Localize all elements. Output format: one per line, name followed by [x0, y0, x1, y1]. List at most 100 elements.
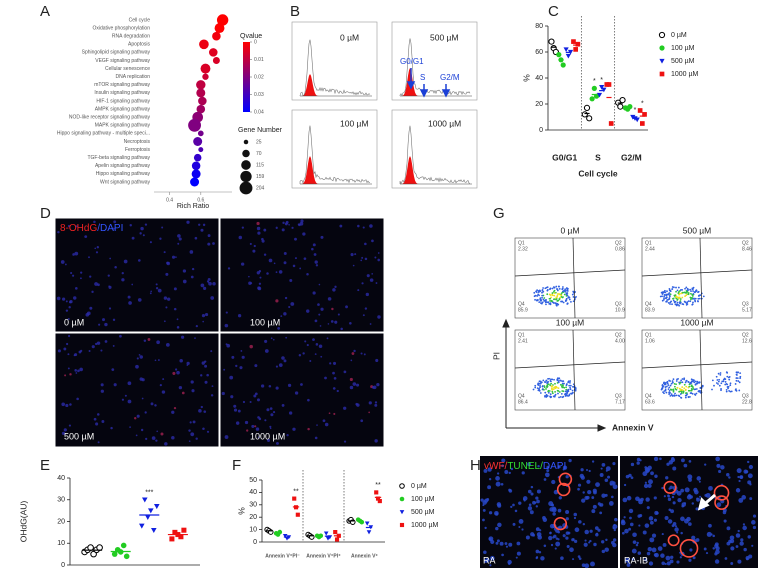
- event: [724, 381, 727, 383]
- nucleus: [319, 325, 322, 327]
- nucleus: [154, 404, 157, 407]
- event: [554, 387, 557, 390]
- nucleus: [281, 228, 285, 232]
- data-point: [639, 121, 645, 126]
- nucleus: [630, 476, 634, 480]
- event: [569, 388, 572, 391]
- event: [552, 290, 555, 293]
- nucleus: [266, 438, 271, 442]
- size-key: [239, 181, 253, 195]
- nucleus: [268, 384, 272, 388]
- nucleus: [258, 282, 262, 285]
- nucleus: [745, 470, 749, 474]
- nucleus: [684, 487, 690, 493]
- nucleus: [283, 312, 287, 316]
- nucleus: [121, 398, 125, 401]
- nucleus: [581, 498, 586, 503]
- event: [687, 386, 690, 389]
- gate: [699, 237, 703, 319]
- event: [557, 381, 560, 384]
- nucleus: [557, 530, 561, 534]
- event: [571, 293, 574, 296]
- nucleus: [371, 273, 374, 275]
- panel-label: E: [40, 457, 50, 474]
- y-tick-label: 30: [249, 502, 257, 509]
- nucleus: [93, 417, 97, 421]
- nucleus: [318, 283, 321, 286]
- pathway-label: Apoptosis: [128, 42, 150, 48]
- nucleus: [375, 282, 378, 284]
- event: [668, 297, 671, 299]
- event: [674, 303, 677, 306]
- event: [666, 381, 669, 383]
- nucleus: [68, 424, 71, 427]
- event: [694, 380, 697, 383]
- phase-label: S: [420, 73, 425, 82]
- stain-label: vWF/TUNEL/DAPI: [484, 461, 566, 472]
- nucleus: [530, 492, 534, 496]
- event: [702, 295, 705, 298]
- data-point: [619, 97, 626, 104]
- nucleus: [203, 360, 207, 363]
- event: [684, 388, 687, 391]
- size-key-label: 25: [256, 139, 262, 145]
- event: [667, 302, 670, 304]
- data-point: [87, 544, 94, 551]
- nucleus: [601, 549, 606, 554]
- event: [547, 391, 550, 394]
- event: [663, 390, 666, 392]
- significance: ***: [145, 490, 153, 497]
- event: [565, 386, 567, 389]
- y-axis-label: %: [521, 74, 531, 82]
- nucleus: [528, 503, 532, 507]
- nucleus: [649, 520, 654, 525]
- nucleus: [144, 411, 147, 414]
- event: [692, 286, 695, 289]
- nucleus: [693, 487, 698, 493]
- nucleus: [332, 371, 335, 375]
- event: [678, 292, 681, 295]
- nucleus: [647, 546, 653, 552]
- event: [660, 291, 663, 294]
- nucleus: [620, 520, 626, 526]
- data-point: [374, 490, 379, 495]
- significance: *: [600, 77, 603, 84]
- bubble: [197, 130, 204, 137]
- nucleus: [747, 535, 751, 539]
- nucleus: [137, 298, 142, 302]
- event: [564, 395, 567, 397]
- event: [532, 388, 535, 391]
- nucleus: [91, 290, 94, 294]
- nucleus: [96, 341, 101, 345]
- nucleus: [327, 297, 332, 301]
- event: [544, 391, 547, 394]
- event: [690, 292, 692, 295]
- y-tick-label: 40: [249, 489, 257, 496]
- nucleus: [171, 255, 176, 259]
- event: [739, 375, 742, 378]
- event: [676, 386, 679, 389]
- event: [571, 389, 574, 392]
- nucleus: [65, 300, 68, 303]
- nucleus: [695, 538, 700, 542]
- event: [667, 384, 670, 386]
- event: [534, 294, 537, 297]
- legend-marker: [399, 483, 405, 489]
- data-point: [169, 536, 175, 542]
- nucleus: [487, 485, 492, 490]
- nucleus: [590, 561, 595, 567]
- event: [665, 300, 667, 303]
- nucleus: [70, 271, 73, 275]
- nucleus: [64, 263, 67, 266]
- data-point: [120, 542, 127, 549]
- nucleus: [345, 305, 348, 309]
- event: [685, 392, 687, 395]
- event: [566, 292, 569, 294]
- nucleus: [91, 345, 95, 349]
- legend-label: 1000 µM: [671, 71, 699, 78]
- event: [693, 381, 696, 384]
- event: [661, 293, 664, 295]
- nucleus: [96, 246, 100, 249]
- nucleus: [542, 515, 546, 520]
- quadrant-value: 2.32: [518, 246, 528, 252]
